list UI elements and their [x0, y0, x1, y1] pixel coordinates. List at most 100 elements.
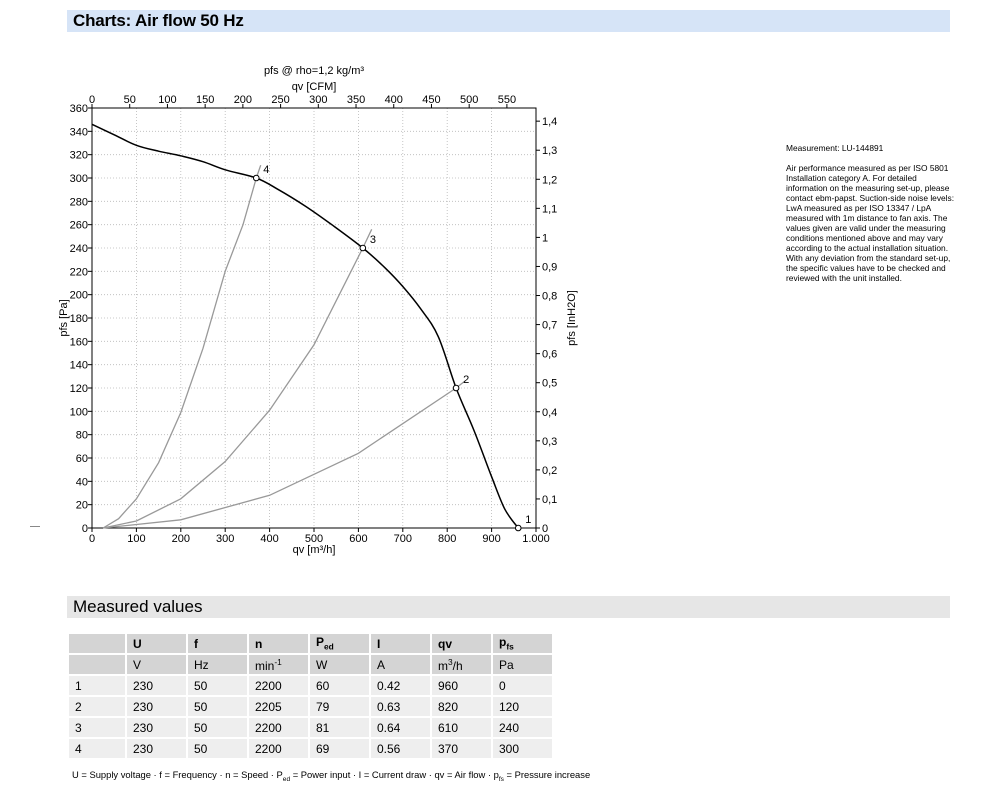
- table-cell: 50: [188, 697, 247, 716]
- table-cell: 370: [432, 739, 491, 758]
- right-tick-label: 0,8: [542, 291, 557, 303]
- y-tick-label: 320: [70, 150, 88, 162]
- column-header-text: P: [316, 635, 325, 650]
- unit-cell: Pa: [493, 655, 552, 674]
- table-cell: 300: [493, 739, 552, 758]
- legend-part-3: = Pressure increase: [503, 769, 591, 780]
- system-curve-line: [102, 229, 373, 529]
- table-cell: 610: [432, 718, 491, 737]
- top-tick-label: 450: [422, 94, 440, 106]
- operating-point-marker: [359, 244, 367, 252]
- column-header: qv: [432, 634, 491, 653]
- column-header: n: [249, 634, 308, 653]
- unit-cell: A: [371, 655, 430, 674]
- x-tick-label: 100: [127, 533, 145, 545]
- table-cell: 1: [69, 676, 125, 695]
- legend-sub-2: fs: [498, 775, 504, 783]
- x-tick-label: 400: [260, 533, 278, 545]
- operating-point-label: 4: [263, 164, 269, 176]
- table-cell: 120: [493, 697, 552, 716]
- y-tick-label: 120: [70, 383, 88, 395]
- unit-cell: min-1: [249, 655, 308, 674]
- margin-dash: [30, 526, 40, 527]
- top-tick-label: 250: [271, 94, 289, 106]
- unit-text: Pa: [499, 657, 514, 672]
- unit-cell: V: [127, 655, 186, 674]
- x-tick-label: 0: [89, 533, 95, 545]
- y-tick-label: 40: [76, 476, 88, 488]
- table-cell: 230: [127, 676, 186, 695]
- legend-part-2: = Power input · I = Current draw · qv = …: [290, 769, 499, 780]
- table-cell: 2200: [249, 739, 308, 758]
- right-tick-label: 0: [542, 523, 548, 535]
- column-header: U: [127, 634, 186, 653]
- unit-cell: Hz: [188, 655, 247, 674]
- table-cell: 50: [188, 676, 247, 695]
- y-tick-label: 360: [70, 103, 88, 115]
- column-header-text: U: [133, 636, 142, 651]
- operating-point-label: 2: [463, 374, 469, 386]
- table-cell: 230: [127, 739, 186, 758]
- y-tick-label: 140: [70, 360, 88, 372]
- unit-cell: W: [310, 655, 369, 674]
- y-tick-label: 100: [70, 406, 88, 418]
- measured-section-title: Measured values: [73, 597, 203, 616]
- table-cell: 0.64: [371, 718, 430, 737]
- table-row: 3 230 50 2200 81 0.64 610 240: [69, 718, 552, 737]
- table-cell: 2205: [249, 697, 308, 716]
- unit-text: W: [316, 657, 328, 672]
- right-tick-label: 0,9: [542, 261, 557, 273]
- y-tick-label: 220: [70, 266, 88, 278]
- unit-text: V: [133, 657, 142, 672]
- right-tick-label: 0,1: [542, 494, 557, 506]
- unit-sup: 3: [448, 656, 453, 667]
- x-axis-label: qv [m³/h]: [293, 544, 336, 556]
- top-tick-label: 200: [234, 94, 252, 106]
- y-tick-label: 160: [70, 336, 88, 348]
- operating-point-label: 3: [370, 234, 376, 246]
- chart-section-title: Charts: Air flow 50 Hz: [73, 11, 244, 30]
- y-tick-label: 200: [70, 290, 88, 302]
- y-tick-label: 60: [76, 453, 88, 465]
- column-header: I: [371, 634, 430, 653]
- table-row: 2 230 50 2205 79 0.63 820 120: [69, 697, 552, 716]
- x-tick-label: 700: [394, 533, 412, 545]
- system-curve-line: [103, 380, 466, 529]
- chart-section-header: Charts: Air flow 50 Hz: [67, 10, 950, 32]
- table-cell: 69: [310, 739, 369, 758]
- fan-curve-line: [91, 123, 519, 529]
- y-axis-label: pfs [Pa]: [58, 299, 70, 336]
- unit-tail: /h: [452, 658, 463, 673]
- top-tick-label: 100: [158, 94, 176, 106]
- x-tick-label: 200: [172, 533, 190, 545]
- table-cell: 2200: [249, 676, 308, 695]
- x-tick-label: 800: [438, 533, 456, 545]
- right-tick-label: 1,4: [542, 116, 557, 128]
- y-tick-label: 300: [70, 173, 88, 185]
- table-cell: 230: [127, 697, 186, 716]
- legend-part-1: U = Supply voltage · f = Frequency · n =…: [72, 769, 283, 780]
- top-tick-label: 400: [385, 94, 403, 106]
- top-axis-label: qv [CFM]: [292, 81, 337, 93]
- operating-point-marker: [514, 524, 522, 532]
- unit-cell: m3/h: [432, 655, 491, 674]
- table-cell: 50: [188, 718, 247, 737]
- y-tick-label: 280: [70, 196, 88, 208]
- top-tick-label: 150: [196, 94, 214, 106]
- table-cell: 0.56: [371, 739, 430, 758]
- right-tick-label: 0,4: [542, 407, 557, 419]
- column-header-text: I: [377, 636, 381, 651]
- x-tick-label: 300: [216, 533, 234, 545]
- column-header-sub: fs: [506, 641, 514, 652]
- table-cell: 230: [127, 718, 186, 737]
- y-tick-label: 180: [70, 313, 88, 325]
- right-tick-label: 0,2: [542, 465, 557, 477]
- measured-section-header: Measured values: [67, 596, 950, 618]
- operating-point-label: 1: [525, 514, 531, 526]
- table-cell: 60: [310, 676, 369, 695]
- table-cell: 820: [432, 697, 491, 716]
- column-header-text: p: [499, 635, 507, 650]
- table-cell: 81: [310, 718, 369, 737]
